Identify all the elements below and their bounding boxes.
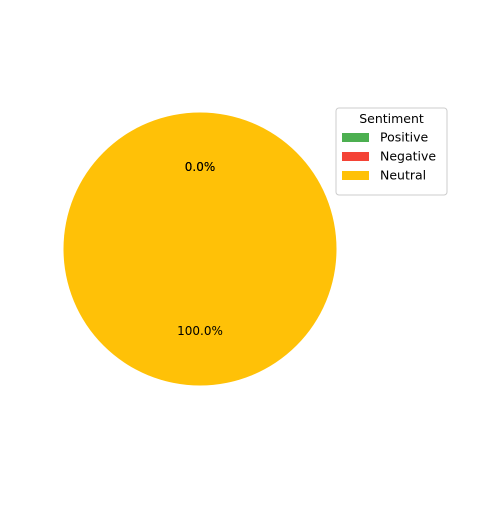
legend-label-neutral: Neutral — [380, 168, 426, 183]
percent-label-neutral: 100.0% — [177, 324, 223, 338]
legend-items: Positive Negative Neutral — [342, 130, 436, 183]
pie-slice-neutral — [63, 112, 337, 386]
legend: Sentiment Positive Negative Neutral — [335, 107, 448, 196]
legend-label-negative: Negative — [380, 149, 436, 164]
legend-swatch-neutral — [342, 171, 369, 180]
legend-label-positive: Positive — [380, 130, 428, 145]
legend-swatch-positive — [342, 133, 369, 142]
pie-slices — [63, 112, 337, 386]
legend-title: Sentiment — [359, 111, 424, 126]
legend-swatch-negative — [342, 152, 369, 161]
percent-label-negative: 0.0% — [185, 160, 216, 174]
percent-label-positive: 0.0% — [185, 160, 216, 174]
pie-percent-labels: 0.0%0.0%100.0% — [177, 160, 223, 338]
